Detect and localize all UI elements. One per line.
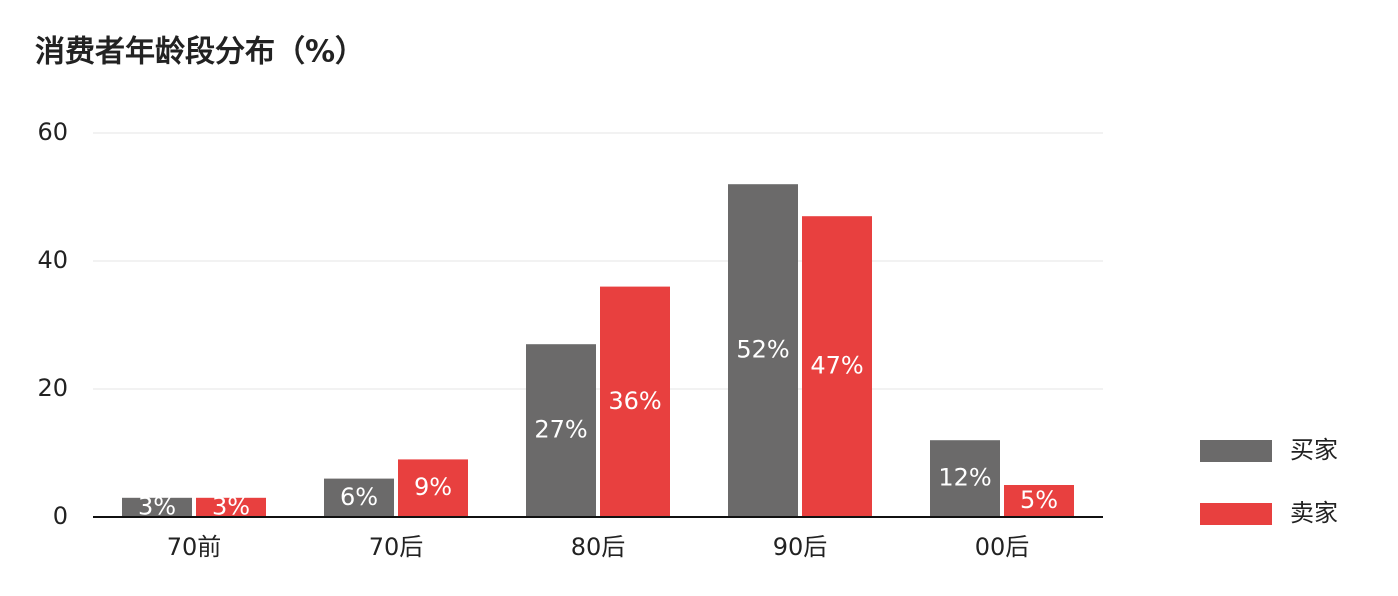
y-tick-label: 60 (37, 118, 68, 146)
value-label: 3% (138, 492, 176, 520)
legend-label: 卖家 (1290, 499, 1338, 527)
x-tick-label: 80后 (571, 533, 626, 561)
y-tick-label: 20 (37, 374, 68, 402)
bar (526, 344, 596, 517)
x-tick-label: 00后 (975, 533, 1030, 561)
bar (324, 478, 394, 517)
bar (728, 184, 798, 517)
x-tick-label: 70后 (369, 533, 424, 561)
bar (122, 497, 192, 517)
legend-swatch (1200, 440, 1272, 462)
value-label: 52% (736, 336, 789, 364)
legend-swatch (1200, 503, 1272, 525)
bar (802, 216, 872, 517)
y-tick-label: 40 (37, 246, 68, 274)
value-label: 47% (810, 352, 863, 380)
bar (930, 440, 1000, 517)
value-label: 36% (608, 387, 661, 415)
bar (196, 497, 266, 517)
value-label: 3% (212, 492, 250, 520)
bar (600, 286, 670, 517)
y-tick-label: 0 (53, 502, 68, 530)
chart-title: 消费者年龄段分布（%） (35, 35, 365, 70)
bar (1004, 485, 1074, 517)
value-label: 9% (414, 473, 452, 501)
value-label: 6% (340, 483, 378, 511)
value-label: 12% (938, 464, 991, 492)
value-label: 5% (1020, 486, 1058, 514)
value-label: 27% (534, 416, 587, 444)
x-tick-label: 70前 (167, 533, 222, 561)
bar (398, 459, 468, 517)
x-tick-label: 90后 (773, 533, 828, 561)
legend-label: 买家 (1290, 436, 1338, 464)
